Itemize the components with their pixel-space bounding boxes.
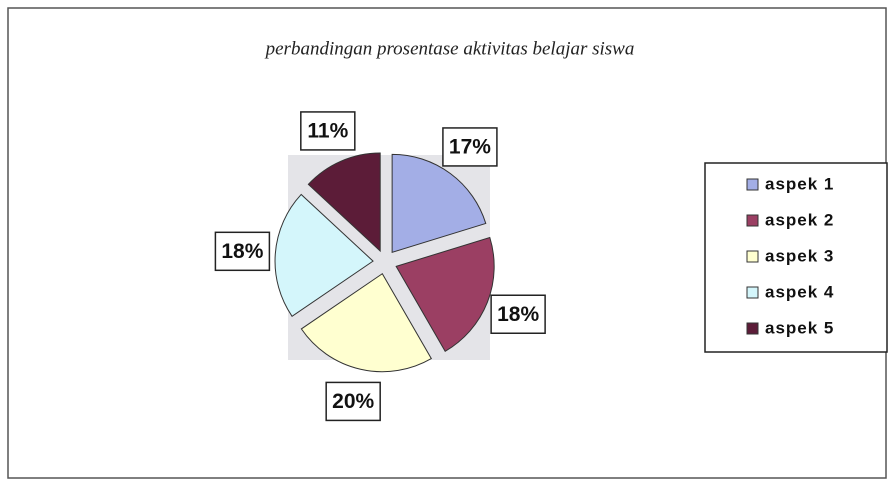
data-label: 20% xyxy=(332,390,374,413)
legend-swatch xyxy=(746,214,759,227)
data-label-box xyxy=(442,127,498,167)
data-label-box xyxy=(214,231,271,272)
legend-swatch xyxy=(746,178,759,191)
data-label: 11% xyxy=(307,119,348,142)
legend-label: aspek 5 xyxy=(765,318,834,337)
legend-swatch xyxy=(746,322,759,335)
legend-label: aspek 4 xyxy=(765,282,834,301)
chart-title: perbandingan prosentase aktivitas belaja… xyxy=(264,38,635,59)
pie-slice xyxy=(307,152,381,253)
data-label: 18% xyxy=(497,303,539,326)
legend-label: aspek 3 xyxy=(765,246,834,265)
pie-slice xyxy=(274,193,374,318)
data-label-box xyxy=(300,111,356,151)
legend-swatch xyxy=(746,286,759,299)
legend-box xyxy=(704,162,888,353)
pie-slice xyxy=(391,153,487,254)
pie-slice xyxy=(300,272,433,373)
data-label: 18% xyxy=(221,240,263,263)
legend-swatch xyxy=(746,250,759,263)
legend-label: aspek 2 xyxy=(765,210,834,229)
data-label-box xyxy=(490,294,546,334)
pie-slice xyxy=(395,236,495,352)
data-label-box xyxy=(325,381,381,422)
data-label: 17% xyxy=(449,135,491,158)
legend-label: aspek 1 xyxy=(765,174,834,193)
